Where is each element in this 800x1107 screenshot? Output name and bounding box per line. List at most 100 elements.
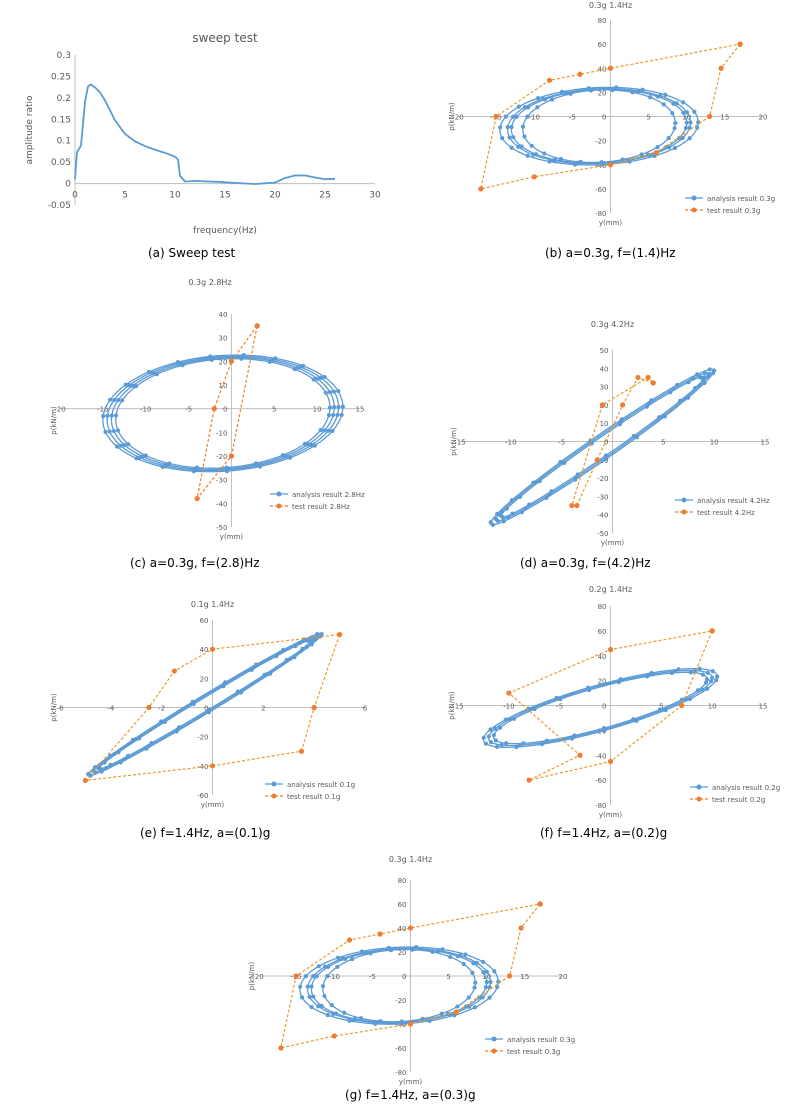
- analysis-point: [112, 397, 117, 403]
- y-tick-label: 0.25: [51, 72, 71, 82]
- analysis-point: [331, 389, 337, 394]
- test-point: [518, 925, 524, 931]
- y-tick-label: 0: [65, 180, 71, 190]
- y-tick-label: 0: [604, 439, 608, 447]
- y-tick-label: 40: [200, 646, 209, 654]
- analysis-point: [99, 769, 104, 774]
- y-tick-label: 60: [398, 901, 407, 909]
- y-tick-label: 0.1: [57, 137, 71, 147]
- x-tick-label: 15: [720, 114, 729, 122]
- legend-marker: [696, 796, 702, 802]
- analysis-point: [672, 145, 678, 151]
- y-tick-label: -0.05: [48, 201, 71, 211]
- analysis-point: [500, 515, 505, 520]
- analysis-point: [336, 388, 341, 394]
- test-point: [377, 931, 383, 937]
- legend-label: analysis result 4.2Hz: [697, 497, 770, 505]
- analysis-point: [535, 96, 541, 101]
- chart-g-svg: 0.3g 1.4Hz-80-60-40-20020406080-20-15-10…: [248, 855, 575, 1086]
- analysis-point: [470, 970, 475, 975]
- analysis-point: [118, 443, 123, 448]
- x-tick-label: -15: [97, 406, 108, 414]
- analysis-point: [687, 136, 692, 141]
- test-point: [278, 1045, 284, 1051]
- analysis-point: [655, 145, 660, 150]
- analysis-point: [688, 670, 693, 675]
- analysis-point: [311, 994, 316, 999]
- analysis-point: [569, 736, 575, 741]
- legend-label: analysis result 0.2g: [712, 784, 780, 792]
- analysis-point: [105, 413, 110, 418]
- y-tick-label: 60: [200, 617, 209, 625]
- analysis-point: [697, 666, 702, 671]
- x-tick-label: 20: [559, 973, 568, 981]
- analysis-point: [472, 985, 477, 990]
- caption-d: (d) a=0.3g, f=(4.2)Hz: [520, 556, 651, 570]
- analysis-point: [514, 114, 519, 119]
- analysis-point: [473, 980, 478, 985]
- analysis-point: [298, 984, 303, 989]
- analysis-point: [316, 1004, 321, 1009]
- analysis-point: [116, 398, 121, 403]
- analysis-point: [687, 696, 692, 702]
- analysis-point: [481, 959, 486, 965]
- analysis-point: [663, 92, 668, 97]
- y-tick-label: -40: [595, 752, 606, 760]
- analysis-point: [312, 443, 317, 448]
- analysis-point: [705, 686, 710, 691]
- chart-e: 0.1g 1.4Hz-60-40-200204060-6-4-2246y(mm)…: [20, 582, 390, 822]
- chart-title: 0.3g 1.4Hz: [389, 855, 432, 864]
- y-tick-label: -50: [216, 524, 227, 532]
- analysis-point: [710, 371, 716, 376]
- chart-c: 0.3g 2.8Hz -50 -40 -30 -20 -10 0 10 20 30 40 -20 -15…: [20, 272, 390, 552]
- x-axis-label: y(mm): [601, 539, 625, 547]
- analysis-point: [353, 1016, 358, 1022]
- test-point: [336, 631, 343, 638]
- y-tick-label: 10: [600, 420, 609, 428]
- test-point: [407, 1021, 414, 1027]
- analysis-point: [501, 519, 506, 524]
- legend-marker: [691, 195, 697, 201]
- analysis-point: [311, 377, 316, 382]
- analysis-point: [322, 374, 327, 380]
- y-axis-label: p(kN/m): [50, 406, 58, 435]
- analysis-point: [573, 477, 578, 482]
- x-tick-label: 5: [272, 406, 276, 414]
- legend-label: analysis result 2.8Hz: [292, 491, 365, 499]
- analysis-point: [439, 1011, 444, 1016]
- analysis-point: [586, 685, 591, 690]
- y-tick-label: -30: [597, 493, 608, 501]
- x-tick-label: 15: [761, 439, 770, 447]
- analysis-point: [488, 727, 493, 732]
- y-tick-label: -10: [216, 429, 227, 437]
- analysis-point: [681, 110, 686, 115]
- test-point: [718, 65, 724, 71]
- analysis-point: [487, 995, 492, 1000]
- y-tick-label: 0: [223, 406, 227, 414]
- analysis-point: [130, 737, 135, 743]
- analysis-point: [664, 145, 669, 150]
- analysis-point: [292, 655, 297, 660]
- y-tick-label: -30: [216, 477, 227, 485]
- test-point: [209, 646, 216, 652]
- y-tick-label: 80: [598, 603, 607, 611]
- analysis-point: [544, 495, 549, 501]
- analysis-point: [175, 360, 181, 365]
- analysis-point: [511, 135, 516, 140]
- chart-e-svg: 0.1g 1.4Hz-60-40-200204060-6-4-2246y(mm)…: [50, 600, 368, 809]
- caption-f: (f) f=1.4Hz, a=(0.2)g: [540, 826, 668, 840]
- test-point: [653, 150, 659, 156]
- analysis-point: [340, 404, 345, 409]
- legend-marker: [691, 207, 697, 213]
- analysis-point: [314, 974, 319, 979]
- analysis-point: [683, 125, 688, 130]
- y-tick-label: 10: [219, 382, 228, 390]
- y-tick-label: 20: [598, 678, 607, 686]
- legend-marker: [491, 1048, 497, 1054]
- x-tick-label: -20: [54, 406, 65, 414]
- y-tick-label: 80: [398, 877, 407, 885]
- analysis-point: [331, 412, 336, 418]
- analysis-point: [315, 376, 320, 381]
- legend-label: test result 0.3g: [707, 207, 760, 215]
